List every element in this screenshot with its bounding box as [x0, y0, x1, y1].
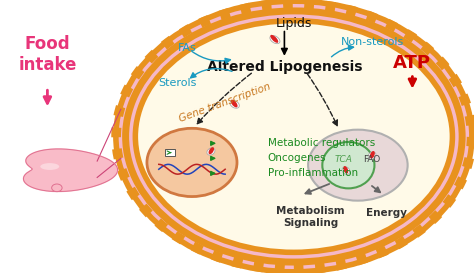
Text: Food
intake: Food intake	[18, 35, 77, 74]
Ellipse shape	[40, 163, 59, 170]
Text: Sterols: Sterols	[159, 78, 197, 88]
Ellipse shape	[308, 130, 408, 201]
Ellipse shape	[231, 100, 237, 107]
Ellipse shape	[230, 100, 239, 108]
Ellipse shape	[342, 167, 350, 174]
Text: FAO: FAO	[364, 155, 381, 164]
Text: Non-sterols: Non-sterols	[340, 37, 404, 47]
Text: Pro-inflammation: Pro-inflammation	[268, 168, 358, 178]
Ellipse shape	[147, 128, 237, 197]
Text: Gene transcription: Gene transcription	[178, 81, 273, 124]
Text: Metabolic regulators: Metabolic regulators	[268, 138, 375, 148]
Ellipse shape	[209, 147, 214, 154]
Ellipse shape	[52, 184, 62, 192]
Polygon shape	[23, 149, 118, 192]
Ellipse shape	[207, 148, 215, 155]
Ellipse shape	[270, 35, 278, 43]
Text: ATP: ATP	[393, 54, 431, 72]
Text: Lipids: Lipids	[276, 17, 312, 30]
Ellipse shape	[126, 11, 462, 262]
Ellipse shape	[368, 152, 376, 159]
Text: Oncogenes: Oncogenes	[268, 153, 326, 163]
Ellipse shape	[343, 166, 348, 174]
Ellipse shape	[322, 142, 374, 188]
Text: FAs: FAs	[178, 43, 197, 53]
Text: Metabolism
Signaling: Metabolism Signaling	[276, 206, 345, 228]
Text: Altered Lipogenesis: Altered Lipogenesis	[207, 60, 362, 74]
Text: TCA: TCA	[335, 155, 353, 164]
Ellipse shape	[370, 151, 375, 159]
Text: Energy: Energy	[366, 208, 407, 218]
FancyBboxPatch shape	[165, 149, 175, 156]
Ellipse shape	[270, 35, 280, 44]
